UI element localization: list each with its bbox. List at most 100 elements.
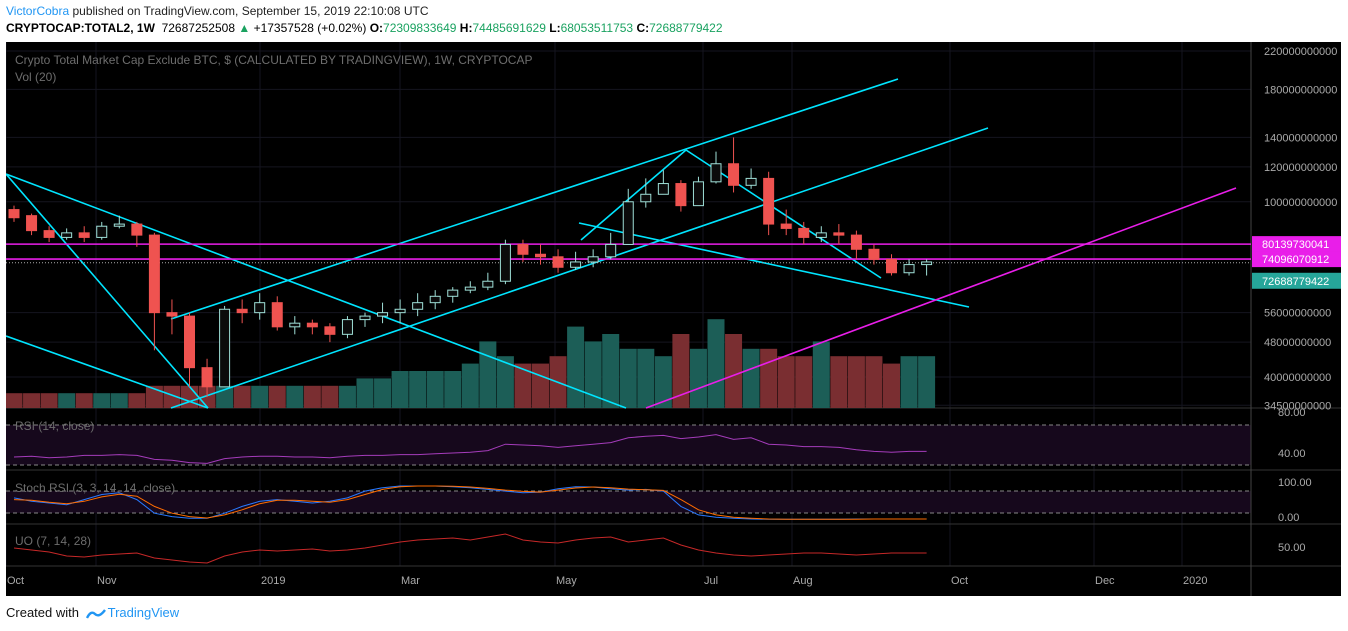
trendline [170, 78, 899, 320]
candle-body [447, 289, 459, 297]
volume-bar [707, 319, 725, 408]
candle-body [43, 230, 55, 238]
candle-body [763, 177, 775, 225]
indicator-scale-label: 40.00 [1278, 448, 1306, 460]
footer-credit: Created with TradingView [6, 605, 179, 620]
candle-body [868, 248, 880, 260]
volume-bar [514, 363, 532, 408]
candle-body [131, 223, 143, 236]
low-label: L: [549, 21, 561, 35]
open-label: O: [369, 21, 384, 35]
volume-bar [145, 385, 163, 408]
price-scale-label: 48000000000 [1264, 337, 1331, 349]
candle-body [798, 227, 810, 238]
time-axis-label: Oct [7, 575, 24, 587]
candle-body [61, 232, 73, 238]
volume-bar [321, 385, 339, 408]
time-axis-label: Dec [1095, 575, 1115, 587]
volume-label: Vol (20) [15, 70, 56, 84]
candle-body [657, 183, 669, 195]
published-text: published on TradingView.com, September … [69, 4, 429, 18]
candle-body [903, 264, 915, 274]
time-axis[interactable]: Oct Nov 2019 Mar May Jul Aug Oct Dec 2020 [7, 575, 1207, 587]
username-link[interactable]: VictorCobra [6, 4, 70, 18]
candle-body [26, 215, 38, 232]
candle-body [850, 234, 862, 250]
time-axis-label: 2019 [261, 575, 285, 587]
volume-bar [883, 363, 900, 408]
volume-bar [847, 356, 865, 408]
candle-body [622, 201, 634, 245]
rsi-line [13, 434, 927, 464]
candle-body [341, 319, 353, 335]
trendline [6, 335, 209, 409]
price-scale-label: 120000000000 [1264, 162, 1337, 174]
chart-canvas[interactable]: 220000000000 180000000000 140000000000 1200… [6, 42, 1341, 596]
close-value: 72688779422 [649, 21, 723, 35]
candle-body [464, 286, 476, 291]
price-tag-label: 80139730041 [1262, 239, 1329, 251]
volume-bar [900, 356, 918, 408]
time-axis-label: Jul [704, 575, 718, 587]
volume-bar [444, 371, 462, 408]
price-tag-bg [1252, 251, 1341, 268]
price-tag-bg [1252, 272, 1341, 289]
uo-label: UO (7, 14, 28) [15, 534, 91, 548]
change-value: +17357528 (+0.02%) [253, 21, 367, 35]
volume-bar [812, 341, 830, 408]
chart-title: Crypto Total Market Cap Exclude BTC, $ (… [15, 53, 532, 67]
chart-grid [6, 42, 1341, 596]
time-axis-label: 2020 [1183, 575, 1207, 587]
publish-header: VictorCobra published on TradingView.com… [6, 4, 428, 18]
price-scale-label: 56000000000 [1264, 308, 1331, 320]
triangle-up-icon: ▲ [238, 21, 251, 35]
volume-bar [830, 356, 848, 408]
candle-body [640, 193, 652, 203]
candle-body [482, 280, 494, 288]
volume-bar [637, 348, 655, 408]
stoch-rsi-label: Stoch RSI (3, 3, 14, 14, close) [15, 481, 175, 495]
high-label: H: [459, 21, 473, 35]
ohlc-header: CRYPTOCAP:TOTAL2, 1W 72687252508 ▲ +1735… [6, 21, 723, 35]
volume-bar [356, 378, 374, 408]
trendline [580, 149, 687, 241]
price-scale-label: 180000000000 [1264, 84, 1337, 96]
price-scale-label: 34500000000 [1264, 400, 1331, 412]
price-scale-label: 40000000000 [1264, 372, 1331, 384]
volume-bar [338, 385, 356, 408]
candle-body [710, 163, 722, 183]
candle-body [377, 312, 389, 317]
price-scale-label: 220000000000 [1264, 46, 1337, 58]
volume-bars [6, 319, 936, 408]
volume-bar [672, 334, 690, 408]
candle-body [412, 302, 424, 310]
time-axis-label: Nov [97, 575, 117, 587]
symbol-label[interactable]: CRYPTOCAP:TOTAL2, 1W [6, 21, 155, 35]
volume-bar [268, 385, 286, 408]
volume-bar [479, 341, 497, 408]
trendline [170, 127, 989, 409]
volume-bar [303, 385, 321, 408]
candle-body [78, 232, 90, 238]
volume-bar [93, 393, 111, 408]
rsi-pane [13, 434, 927, 464]
candle-body [570, 261, 582, 268]
candle-body [359, 315, 371, 321]
indicator-scale-label: 0.00 [1278, 512, 1299, 524]
volume-bar [654, 356, 672, 408]
candle-body [552, 256, 564, 268]
candle-body [219, 308, 231, 388]
close-label: C: [636, 21, 650, 35]
candle-body [815, 232, 827, 238]
candle-body [148, 234, 160, 314]
volume-bar [40, 393, 58, 408]
price-scale[interactable]: 220000000000 180000000000 140000000000 1200… [1252, 46, 1341, 554]
trendlines[interactable] [6, 78, 1251, 409]
tradingview-link[interactable]: TradingView [107, 605, 180, 620]
candle-body [517, 243, 529, 255]
high-value: 74485691629 [472, 21, 546, 35]
candle-body [254, 302, 266, 314]
created-with-text: Created with [6, 605, 79, 620]
candle-body [728, 163, 740, 186]
candle-body [201, 367, 213, 388]
